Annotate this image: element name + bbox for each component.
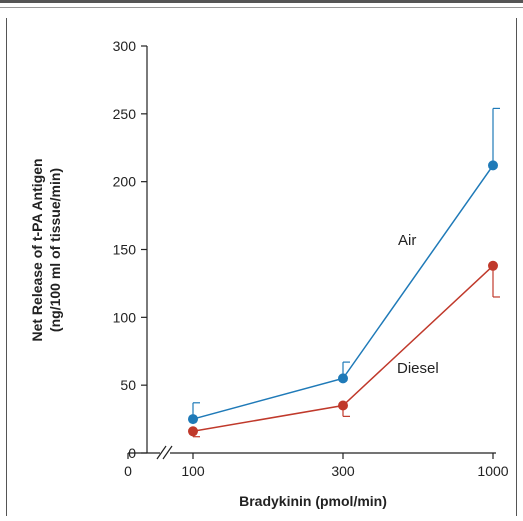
x-tick-label: 1000 <box>477 463 508 479</box>
x-ticks: 0 100 300 1000 <box>124 453 509 479</box>
top-border <box>0 0 523 3</box>
series-label-diesel: Diesel <box>397 360 439 377</box>
y-axis-label-line1: Net Release of t-PA Antigen <box>29 158 45 341</box>
data-point-air <box>338 373 348 384</box>
series-layer: Air Diesel <box>188 107 500 438</box>
left-border <box>6 18 7 516</box>
series-label-air: Air <box>398 232 416 249</box>
y-tick-label: 250 <box>113 106 137 122</box>
axis-break-mark <box>156 445 167 460</box>
y-tick-label: 100 <box>113 309 137 325</box>
y-tick-label: 0 <box>128 445 136 461</box>
x-tick-label: 100 <box>181 463 205 479</box>
x-tick-label: 0 <box>124 463 132 479</box>
y-tick-label: 300 <box>113 38 137 54</box>
y-tick-label: 200 <box>113 174 137 190</box>
x-tick-label: 300 <box>331 463 355 479</box>
axis-break-mark <box>162 445 173 460</box>
y-tick-label: 150 <box>113 242 137 258</box>
data-point-diesel <box>488 260 498 271</box>
data-point-diesel <box>188 426 198 437</box>
data-point-air <box>488 160 498 171</box>
top-rule <box>0 7 523 8</box>
data-point-diesel <box>338 400 348 411</box>
right-border <box>516 18 517 516</box>
y-ticks: 0 50 100 150 200 250 300 <box>113 38 147 461</box>
y-tick-label: 50 <box>120 377 136 393</box>
x-axis-label: Bradykinin (pmol/min) <box>239 493 387 509</box>
data-point-air <box>188 414 198 425</box>
y-axis-label-line2: (ng/100 ml of tissue/min) <box>47 168 63 332</box>
